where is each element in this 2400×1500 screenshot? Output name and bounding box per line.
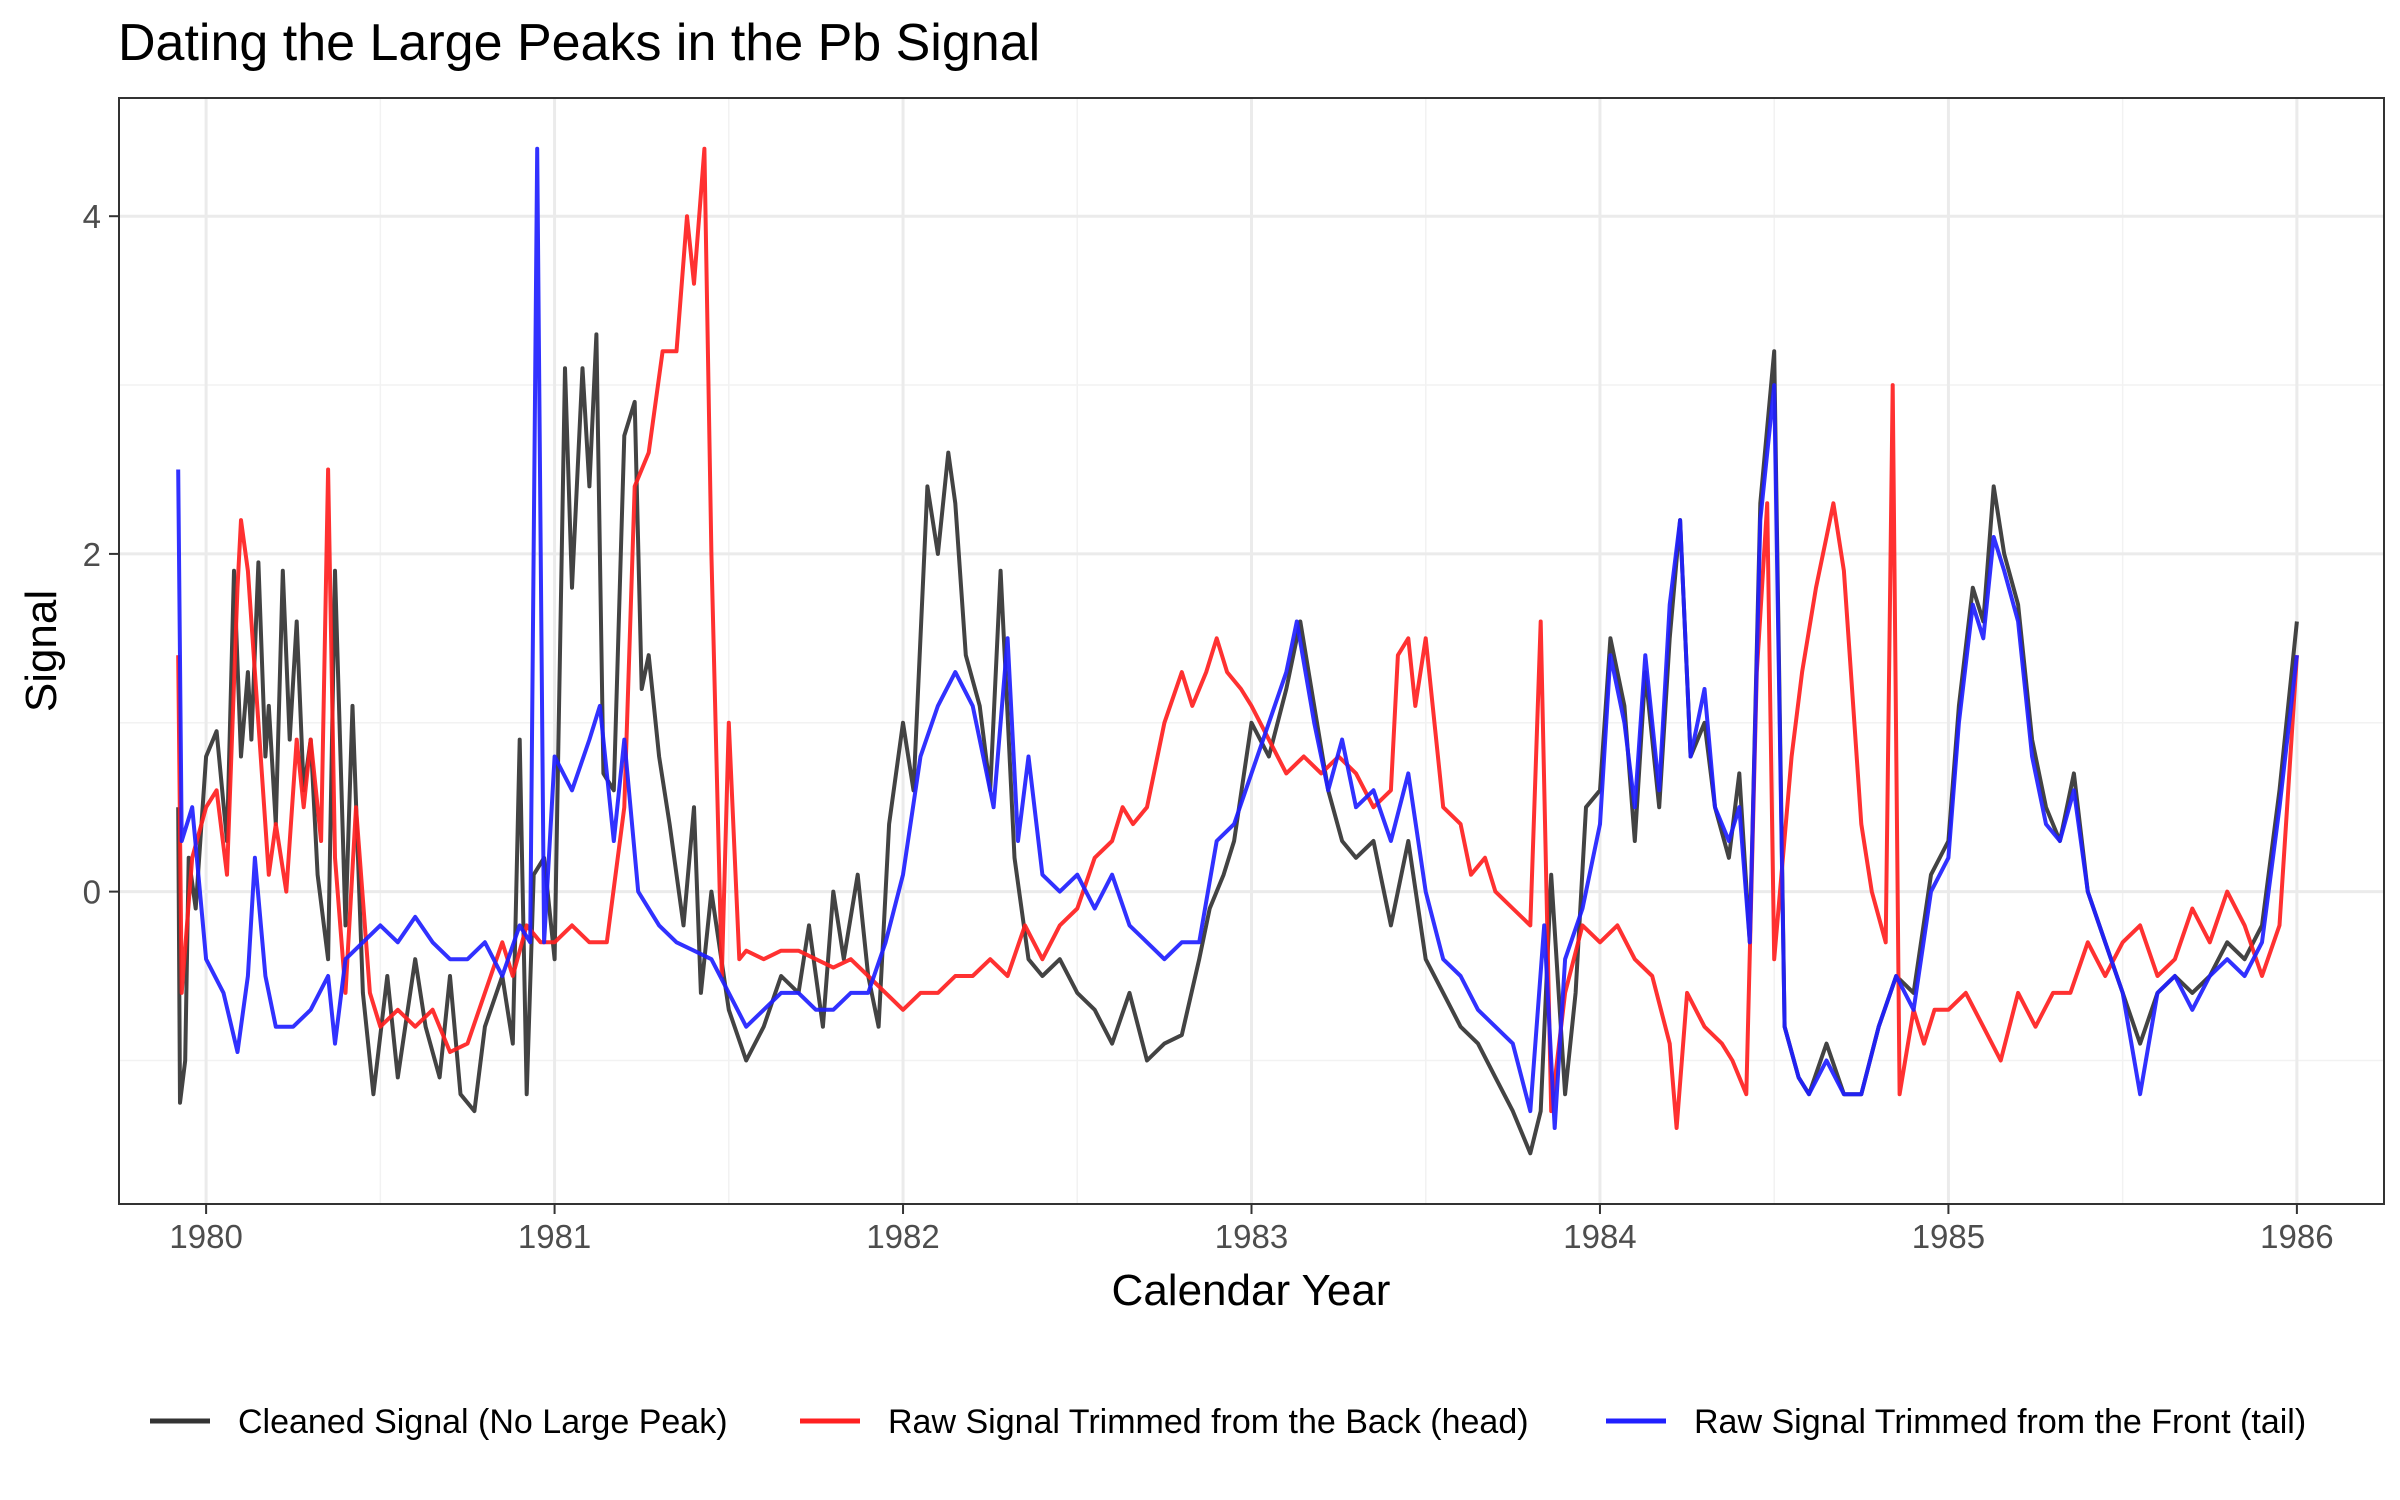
y-axis-title: Signal bbox=[17, 590, 66, 712]
x-tick-label: 1984 bbox=[1563, 1218, 1636, 1255]
legend-label-3: Raw Signal Trimmed from the Front (tail) bbox=[1694, 1403, 2306, 1441]
x-tick-label: 1981 bbox=[518, 1218, 591, 1255]
x-axis-title: Calendar Year bbox=[1112, 1266, 1391, 1315]
x-tick-label: 1983 bbox=[1215, 1218, 1288, 1255]
y-tick-label: 2 bbox=[83, 536, 101, 573]
series-line-2 bbox=[176, 146, 2299, 1130]
legend-label-1: Cleaned Signal (No Large Peak) bbox=[238, 1403, 728, 1441]
x-tick-label: 1986 bbox=[2260, 1218, 2333, 1255]
y-tick-label: 4 bbox=[83, 198, 101, 235]
x-tick-label: 1980 bbox=[169, 1218, 242, 1255]
x-tick-label: 1982 bbox=[866, 1218, 939, 1255]
plot-lines bbox=[176, 146, 2299, 1156]
x-tick-label: 1985 bbox=[1912, 1218, 1985, 1255]
y-axis: 0 2 4 bbox=[83, 198, 119, 911]
x-axis: 1980 1981 1982 1983 1984 1985 1986 bbox=[169, 1204, 2334, 1255]
grid bbox=[119, 98, 2384, 1204]
series-line-3 bbox=[176, 146, 2299, 1130]
legend: Cleaned Signal (No Large Peak) Raw Signal… bbox=[150, 1403, 2306, 1441]
y-tick-label: 0 bbox=[83, 874, 101, 911]
chart-title: Dating the Large Peaks in the Pb Signal bbox=[118, 14, 1040, 72]
legend-label-2: Raw Signal Trimmed from the Back (head) bbox=[888, 1403, 1529, 1441]
